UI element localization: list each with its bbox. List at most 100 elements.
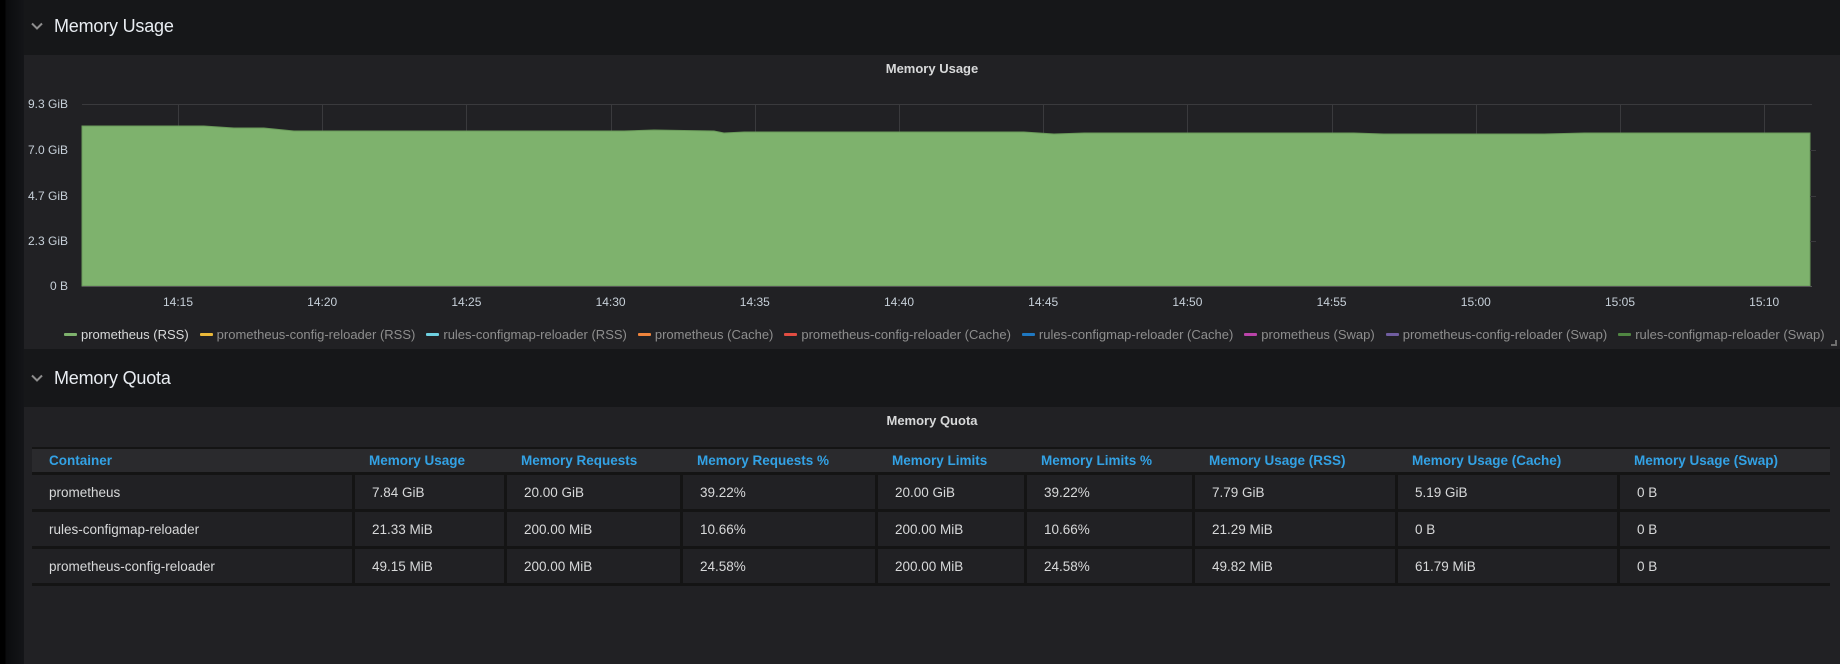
- x-axis-label: 14:50: [1172, 295, 1203, 309]
- table-header-row: Container Memory Usage Memory Requests M…: [32, 447, 1830, 475]
- legend-swatch-icon: [1385, 332, 1399, 336]
- cell-memory-usage-cache: 5.19 GiB: [1395, 475, 1617, 512]
- y-axis-label: 9.3 GiB: [27, 97, 68, 111]
- legend-item-prometheus-swap[interactable]: prometheus (Swap): [1244, 326, 1375, 342]
- x-axis-label: 15:10: [1749, 295, 1780, 309]
- legend-item-prometheus-rss[interactable]: prometheus (RSS): [64, 327, 189, 342]
- cell-memory-limits-pct: 10.66%: [1024, 512, 1192, 549]
- memory-quota-panel: Memory Quota Container Memory Usage Memo…: [24, 407, 1840, 664]
- x-axis-label: 14:55: [1316, 295, 1347, 309]
- x-axis-label: 14:40: [883, 295, 915, 309]
- memory-usage-chart[interactable]: [24, 55, 1840, 349]
- cell-memory-usage-swap: 0 B: [1617, 475, 1830, 512]
- cell-memory-requests: 200.00 MiB: [504, 549, 680, 586]
- memory-usage-panel: Memory Usage 9.3 GiB 7.0 GiB 4.7 GiB 2.3…: [24, 55, 1840, 349]
- cell-container: rules-configmap-reloader: [32, 512, 352, 549]
- x-axis-label: 14:45: [1028, 295, 1059, 309]
- cell-memory-limits: 20.00 GiB: [875, 475, 1024, 512]
- row-title: Memory Quota: [54, 367, 171, 388]
- cell-memory-usage-rss: 7.79 GiB: [1192, 475, 1395, 512]
- cell-memory-usage-cache: 0 B: [1395, 512, 1617, 549]
- cell-memory-limits: 200.00 MiB: [875, 512, 1024, 549]
- column-header-memory-requests[interactable]: Memory Requests: [504, 447, 680, 475]
- legend-label: prometheus (RSS): [81, 326, 189, 342]
- legend-label: prometheus-config-reloader (RSS): [216, 326, 416, 342]
- column-header-container[interactable]: Container: [32, 447, 352, 475]
- column-header-memory-usage[interactable]: Memory Usage: [352, 447, 504, 475]
- column-header-memory-usage-cache[interactable]: Memory Usage (Cache): [1395, 447, 1617, 475]
- legend-item-rules-configmap-reloader-rss[interactable]: rules-configmap-reloader (RSS): [426, 327, 627, 342]
- legend-item-prometheus-cache[interactable]: prometheus (Cache): [637, 326, 774, 342]
- panel-title[interactable]: Memory Usage: [885, 61, 979, 76]
- sidebar-edge: [0, 0, 24, 664]
- cell-memory-requests: 20.00 GiB: [504, 475, 680, 512]
- legend-swatch-icon: [637, 332, 651, 336]
- legend-label: rules-configmap-reloader (Swap): [1635, 326, 1825, 342]
- cell-memory-usage-rss: 21.29 MiB: [1192, 512, 1395, 549]
- cell-memory-usage-cache: 61.79 MiB: [1395, 549, 1617, 586]
- chevron-down-icon: [30, 19, 44, 33]
- cell-memory-requests-pct: 39.22%: [680, 475, 875, 512]
- x-axis-label: 14:25: [451, 295, 482, 309]
- legend-item-rules-configmap-reloader-swap[interactable]: rules-configmap-reloader (Swap): [1618, 326, 1825, 342]
- x-axis-label: 14:20: [307, 295, 338, 309]
- cell-memory-limits-pct: 24.58%: [1024, 549, 1192, 586]
- x-axis-label: 14:30: [595, 295, 626, 309]
- cell-memory-usage: 7.84 GiB: [352, 475, 504, 512]
- chart-legend: prometheus (RSS) prometheus-config-reloa…: [64, 325, 1836, 343]
- legend-label: rules-configmap-reloader (RSS): [443, 326, 627, 342]
- legend-swatch-icon: [64, 332, 77, 336]
- y-axis-label: 0 B: [49, 279, 68, 293]
- cell-memory-usage-swap: 0 B: [1617, 549, 1830, 586]
- legend-swatch-icon: [1244, 332, 1258, 336]
- column-header-memory-limits[interactable]: Memory Limits: [875, 447, 1024, 475]
- panel-title[interactable]: Memory Quota: [886, 413, 978, 428]
- legend-item-prometheus-config-reloader-swap[interactable]: prometheus-config-reloader (Swap): [1385, 326, 1608, 342]
- legend-swatch-icon: [1021, 332, 1035, 336]
- cell-memory-usage: 49.15 MiB: [352, 549, 504, 586]
- column-header-memory-limits-pct[interactable]: Memory Limits %: [1024, 447, 1192, 475]
- column-header-memory-requests-pct[interactable]: Memory Requests %: [680, 447, 875, 475]
- x-axis-label: 15:00: [1460, 295, 1491, 309]
- table-row: prometheus 7.84 GiB 20.00 GiB 39.22% 20.…: [32, 475, 1830, 512]
- cell-container: prometheus-config-reloader: [32, 549, 352, 586]
- legend-swatch-icon: [426, 332, 440, 336]
- cell-memory-usage: 21.33 MiB: [352, 512, 504, 549]
- legend-label: prometheus-config-reloader (Cache): [801, 326, 1011, 342]
- cell-memory-limits: 200.00 MiB: [875, 549, 1024, 586]
- x-axis-label: 15:05: [1604, 295, 1636, 309]
- legend-swatch-icon: [784, 332, 798, 336]
- legend-label: prometheus (Swap): [1261, 326, 1375, 342]
- legend-label: prometheus-config-reloader (Swap): [1402, 326, 1608, 342]
- y-axis-label: 2.3 GiB: [27, 234, 68, 248]
- memory-quota-table: Container Memory Usage Memory Requests M…: [32, 447, 1830, 586]
- column-header-memory-usage-rss[interactable]: Memory Usage (RSS): [1192, 447, 1395, 475]
- legend-swatch-icon: [1618, 332, 1632, 336]
- y-axis-label: 7.0 GiB: [27, 143, 68, 157]
- legend-label: prometheus (Cache): [654, 326, 774, 342]
- row-title: Memory Usage: [54, 15, 174, 36]
- legend-label: rules-configmap-reloader (Cache): [1038, 326, 1234, 342]
- row-header-memory-quota[interactable]: Memory Quota: [30, 363, 171, 393]
- cell-memory-requests-pct: 24.58%: [680, 549, 875, 586]
- row-header-memory-usage[interactable]: Memory Usage: [30, 11, 174, 41]
- table-row: prometheus-config-reloader 49.15 MiB 200…: [32, 549, 1830, 586]
- cell-container: prometheus: [32, 475, 352, 512]
- series-prometheus-rss-area: [81, 125, 1811, 287]
- cell-memory-requests: 200.00 MiB: [504, 512, 680, 549]
- legend-item-rules-configmap-reloader-cache[interactable]: rules-configmap-reloader (Cache): [1021, 326, 1234, 342]
- cell-memory-usage-rss: 49.82 MiB: [1192, 549, 1395, 586]
- column-header-memory-usage-swap[interactable]: Memory Usage (Swap): [1617, 447, 1830, 475]
- panel-resize-handle[interactable]: [1831, 340, 1837, 346]
- legend-item-prometheus-config-reloader-rss[interactable]: prometheus-config-reloader (RSS): [199, 326, 416, 342]
- cell-memory-usage-swap: 0 B: [1617, 512, 1830, 549]
- chevron-down-icon: [30, 371, 44, 385]
- cell-memory-limits-pct: 39.22%: [1024, 475, 1192, 512]
- y-axis-label: 4.7 GiB: [27, 189, 68, 203]
- table-row: rules-configmap-reloader 21.33 MiB 200.0…: [32, 512, 1830, 549]
- cell-memory-requests-pct: 10.66%: [680, 512, 875, 549]
- legend-item-prometheus-config-reloader-cache[interactable]: prometheus-config-reloader (Cache): [784, 327, 1011, 342]
- x-axis-label: 14:35: [739, 295, 770, 309]
- legend-swatch-icon: [199, 332, 213, 336]
- x-axis-label: 14:15: [162, 295, 194, 309]
